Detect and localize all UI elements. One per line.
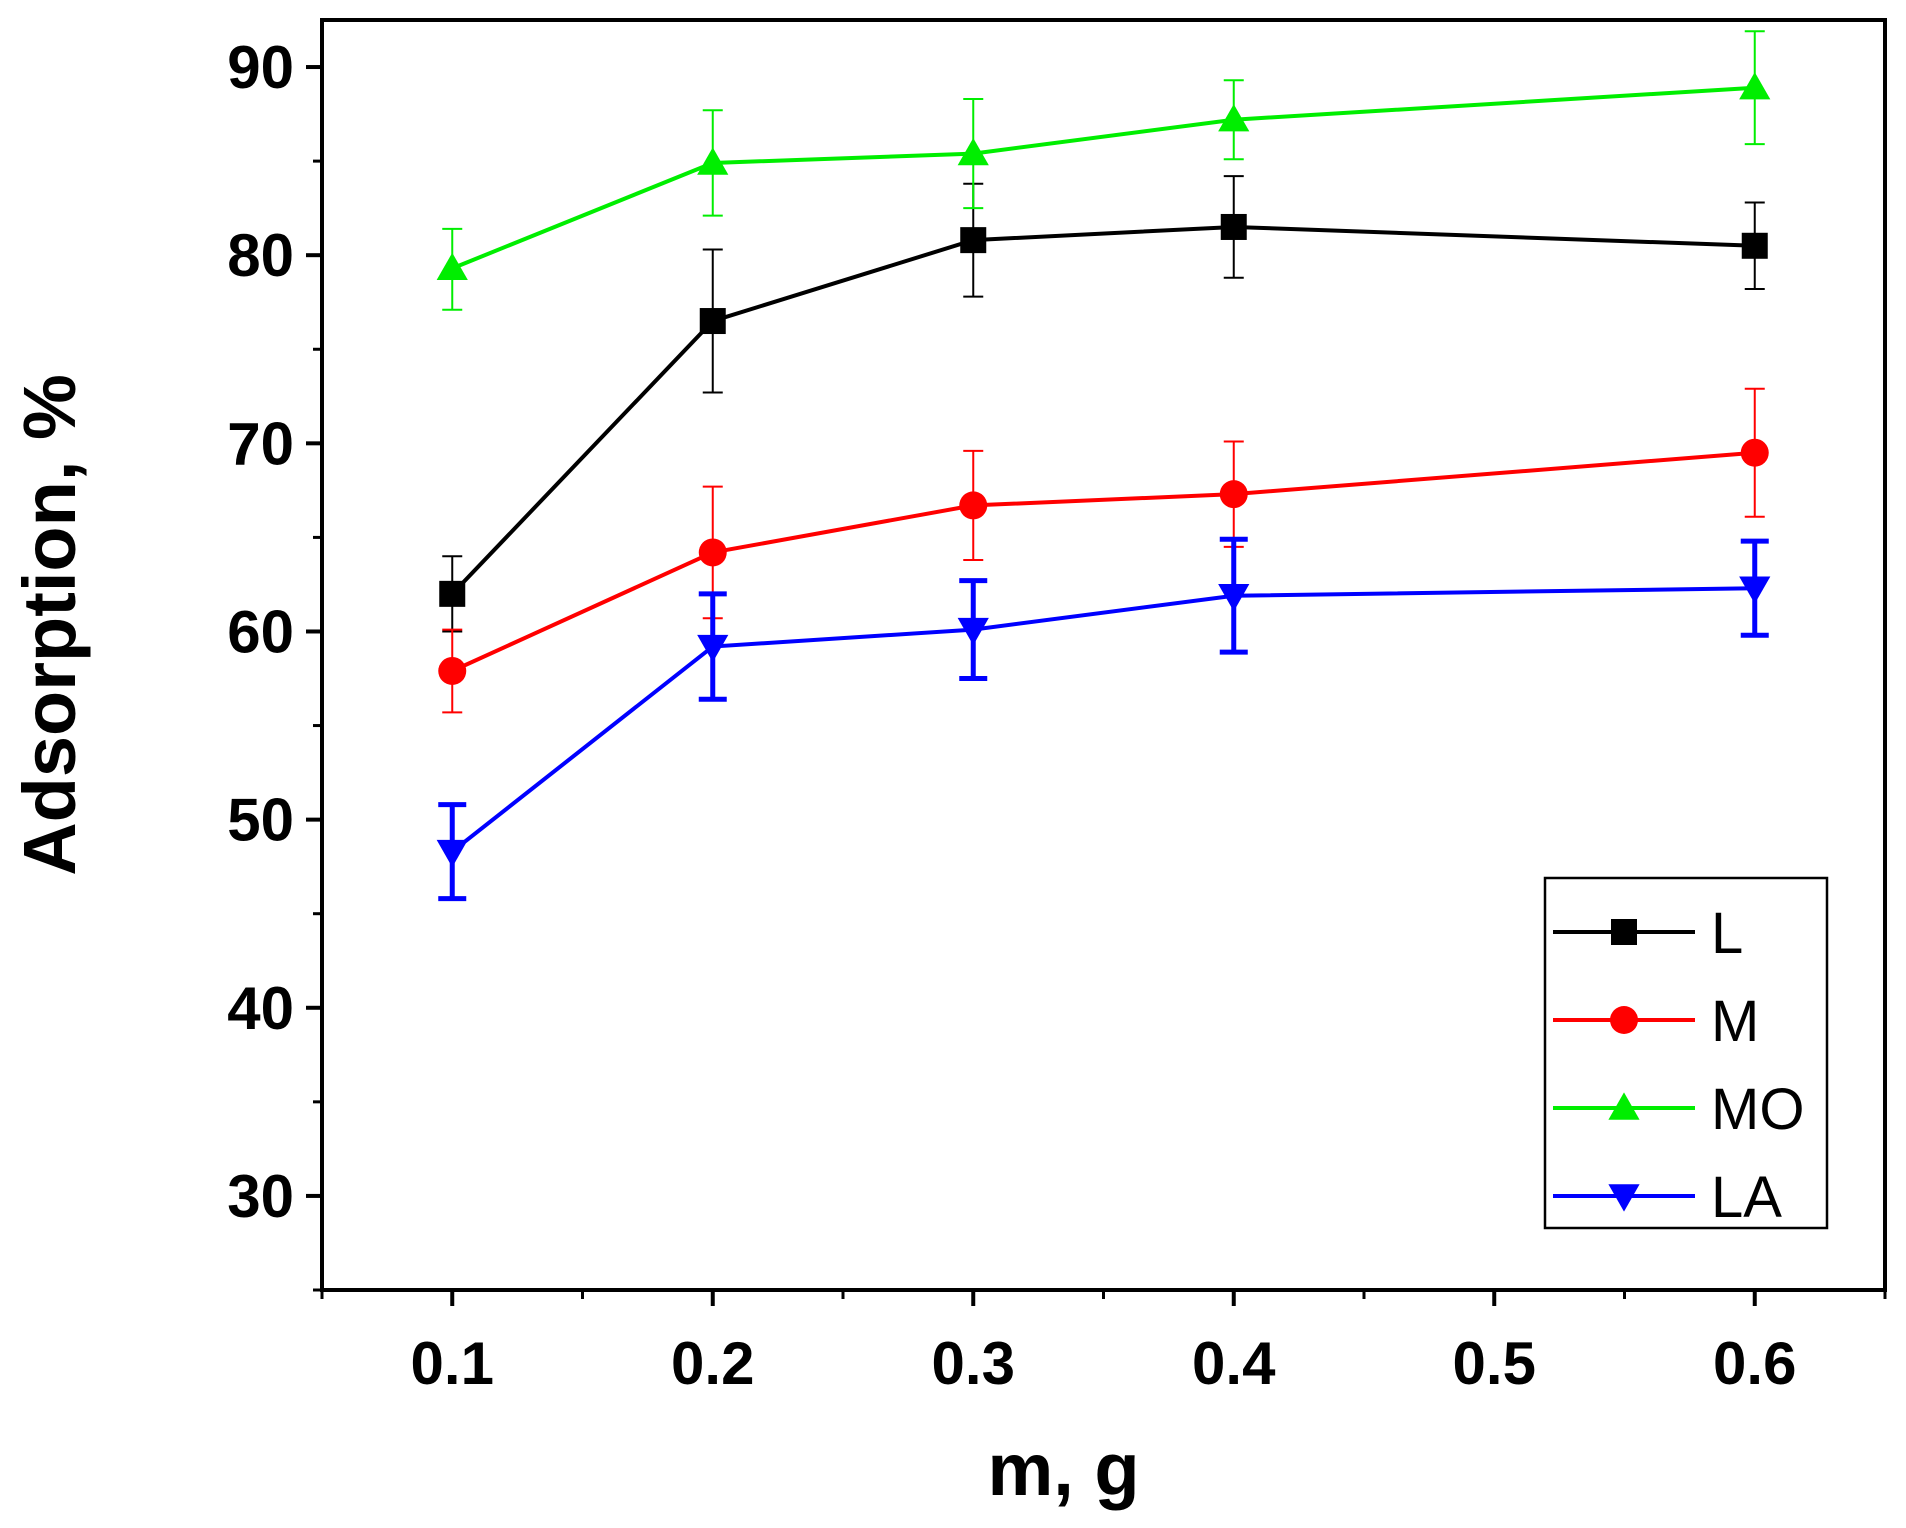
data-point <box>1218 104 1250 132</box>
legend-marker <box>1608 1184 1640 1212</box>
legend-label: MO <box>1711 1077 1804 1142</box>
axes: 0.1 0.2 0.3 0.4 0.5 0.6 30 40 50 60 70 80 90 <box>227 18 1887 1397</box>
series-la <box>436 536 1771 902</box>
data-point <box>1739 576 1771 604</box>
data-point <box>957 137 989 166</box>
legend-item-m: M <box>1553 989 1759 1054</box>
legend-marker <box>1611 919 1637 945</box>
legend-box <box>1543 876 1829 1230</box>
data-point <box>438 656 467 685</box>
x-tick-label: 0.4 <box>1192 1330 1276 1397</box>
data-point <box>439 580 466 607</box>
series-line <box>451 586 1755 854</box>
legend: LM MO LA <box>1543 876 1829 1230</box>
legend-marker <box>1608 1092 1640 1120</box>
data-point <box>697 147 729 175</box>
data-point <box>436 252 468 281</box>
data-point <box>960 227 987 254</box>
data-point <box>1741 232 1768 259</box>
legend-marker <box>1610 1006 1638 1034</box>
legend-label: M <box>1711 989 1759 1054</box>
y-tick-label: 30 <box>227 1163 294 1230</box>
axis-labels: m, g Adsorption, % <box>8 374 1140 1511</box>
y-tick-label: 40 <box>227 975 294 1042</box>
y-axis-title: Adsorption, % <box>8 374 91 876</box>
legend-item-mo: MO <box>1553 1077 1804 1142</box>
series-m <box>438 387 1769 714</box>
data-point <box>1220 213 1247 240</box>
data-point <box>1218 584 1250 612</box>
data-point <box>699 308 726 335</box>
legend-label: L <box>1711 901 1743 966</box>
data-point <box>959 491 988 520</box>
series-line <box>451 450 1755 673</box>
data-point <box>1219 480 1248 509</box>
x-tick-label: 0.3 <box>932 1330 1015 1397</box>
data-point <box>436 839 468 868</box>
y-tick-label: 60 <box>227 598 294 665</box>
y-tick-label: 70 <box>227 410 294 477</box>
legend-item-la: LA <box>1553 1165 1782 1230</box>
data-point <box>1740 438 1769 467</box>
data-point <box>698 538 727 567</box>
series-line <box>451 85 1755 271</box>
series-mo <box>436 30 1771 311</box>
legend-item-l: L <box>1553 901 1743 966</box>
y-tick-label: 80 <box>227 222 294 289</box>
x-tick-label: 0.6 <box>1713 1330 1796 1397</box>
y-tick-label: 50 <box>227 787 294 854</box>
x-tick-label: 0.1 <box>411 1330 494 1397</box>
data-point <box>1739 72 1771 100</box>
x-tick-label: 0.2 <box>671 1330 754 1397</box>
y-tick-label: 90 <box>227 34 294 101</box>
legend-label: LA <box>1711 1165 1782 1230</box>
data-point <box>697 634 729 663</box>
data-point <box>957 617 989 646</box>
x-tick-label: 0.5 <box>1453 1330 1536 1397</box>
series-area <box>436 30 1771 902</box>
series-l <box>439 175 1768 633</box>
x-axis-title: m, g <box>987 1428 1139 1511</box>
series-line <box>450 224 1755 596</box>
